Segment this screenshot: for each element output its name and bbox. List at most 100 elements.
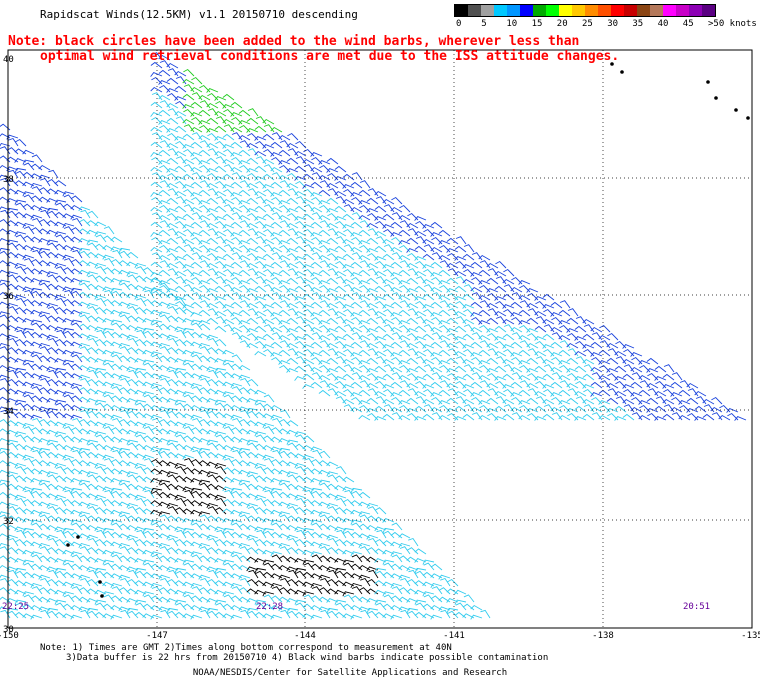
wind-barb (382, 581, 395, 587)
wind-barb (471, 252, 483, 261)
wind-barb (391, 196, 403, 205)
wind-barb (214, 125, 227, 133)
wind-barb (183, 394, 195, 403)
wind-barb (167, 212, 179, 221)
wind-barb (14, 399, 27, 405)
wind-barb (455, 276, 467, 285)
wind-barb (150, 126, 163, 133)
wind-barb (350, 232, 363, 237)
wind-barb (239, 514, 251, 523)
wind-barb (440, 609, 451, 619)
wind-barb (303, 562, 315, 571)
wind-barb (176, 297, 187, 307)
wind-barb (166, 88, 179, 93)
wind-barb (662, 373, 675, 381)
wind-barb (535, 356, 547, 365)
wind-barb (255, 402, 267, 411)
wind-barb (199, 260, 211, 269)
wind-barb (422, 373, 435, 381)
wind-barb (30, 278, 43, 283)
wind-barb (335, 260, 347, 269)
wind-barb (134, 431, 147, 437)
wind-barb (334, 558, 347, 563)
wind-barb (254, 125, 267, 133)
wind-barb (54, 316, 67, 323)
wind-barb (158, 364, 171, 371)
wind-barb (56, 329, 67, 339)
wind-barb (278, 574, 291, 580)
wind-barb (374, 567, 387, 574)
wind-barb (94, 284, 107, 291)
wind-barb (566, 397, 579, 405)
wind-barb (518, 334, 531, 341)
wind-barb (495, 380, 507, 389)
wind-barb (166, 556, 179, 563)
wind-barb (118, 247, 131, 254)
wind-barb (70, 214, 83, 220)
wind-barb (454, 365, 467, 373)
wind-barb (406, 556, 419, 563)
wind-barb (263, 164, 275, 173)
wind-barb (94, 221, 107, 227)
wind-barb (182, 518, 195, 523)
wind-barb (262, 224, 275, 229)
wind-barb (206, 588, 219, 595)
wind-barb (206, 566, 219, 572)
wind-barb (438, 349, 451, 357)
wind-barb (78, 511, 91, 517)
wind-barb (302, 224, 315, 229)
wind-barb (263, 228, 275, 237)
wind-barb (334, 526, 347, 532)
wind-barb (126, 334, 139, 340)
wind-barb (191, 458, 203, 467)
wind-barb (367, 252, 379, 261)
wind-barb (254, 256, 267, 261)
wind-barb (414, 216, 427, 221)
wind-barb (206, 471, 219, 477)
wind-barb (310, 573, 323, 579)
wind-barb (158, 174, 171, 181)
wind-barb (150, 286, 163, 293)
wind-barb (399, 364, 411, 373)
wind-barb (46, 461, 59, 467)
wind-barb (343, 388, 355, 397)
wind-barb (150, 192, 163, 197)
wind-barb (294, 165, 307, 173)
wind-barb (38, 574, 51, 580)
wind-barb (614, 416, 627, 421)
map-frame (7, 49, 753, 629)
wind-barb (343, 530, 355, 539)
wind-barb (583, 388, 595, 397)
wind-barb (191, 212, 203, 221)
wind-barb (246, 607, 259, 614)
wind-barb (48, 537, 59, 547)
legend-swatch (455, 5, 468, 16)
wind-barb (238, 174, 251, 181)
wind-barb (190, 232, 203, 237)
wind-barb (382, 358, 395, 365)
wind-barb (335, 570, 347, 579)
wind-barb (319, 260, 331, 269)
wind-barb (287, 132, 299, 141)
wind-barb (406, 302, 419, 309)
wind-barb (40, 209, 51, 219)
wind-barb (160, 577, 171, 587)
wind-barb (383, 388, 395, 397)
wind-barb (559, 404, 571, 413)
wind-barb (519, 300, 531, 309)
wind-barb (30, 373, 43, 379)
wind-barb (150, 551, 163, 557)
wind-barb (142, 559, 155, 565)
wind-barb (47, 306, 59, 315)
wind-barb (190, 261, 203, 269)
wind-barb (296, 497, 307, 507)
wind-barb (239, 482, 251, 491)
wind-barb (550, 312, 563, 317)
wind-barb (334, 256, 347, 261)
wind-barb (310, 519, 323, 525)
wind-barb (54, 431, 67, 437)
wind-barb (270, 141, 283, 149)
wind-barb (46, 598, 59, 603)
wind-barb (22, 327, 35, 334)
wind-barb (174, 245, 187, 253)
